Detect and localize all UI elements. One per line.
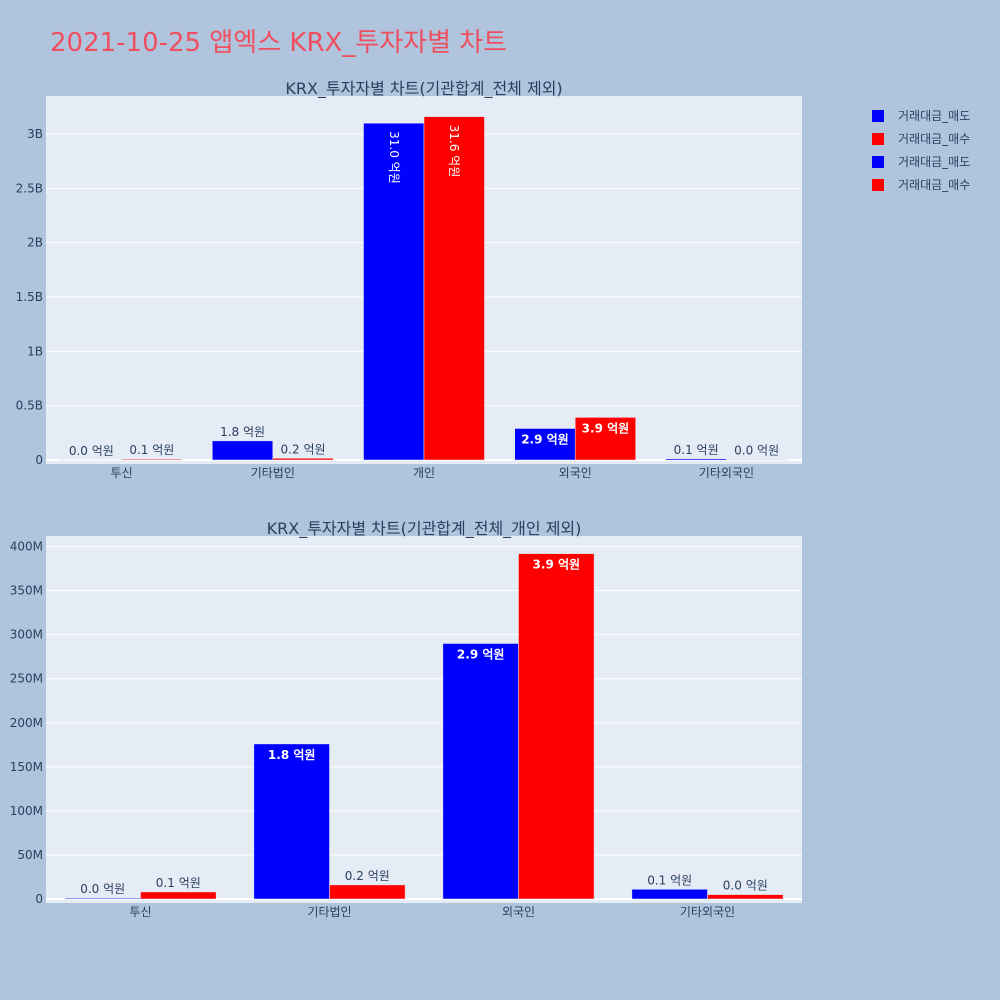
bar — [574, 417, 636, 461]
x-tick-label: 개인 — [413, 466, 435, 480]
x-tick-label: 기타법인 — [307, 905, 351, 919]
x-tick-label: 외국인 — [502, 905, 535, 919]
y-tick-label: 0.5B — [16, 399, 43, 413]
bar — [64, 897, 141, 900]
bar — [707, 894, 784, 900]
page-title: 2021-10-25 앱엑스 KRX_투자자별 차트 — [50, 28, 508, 58]
bar-value-label: 0.1 억원 — [647, 873, 692, 887]
y-tick-label: 400M — [10, 540, 43, 554]
legend-swatch — [872, 132, 884, 145]
bar-value-label: 0.1 억원 — [156, 876, 201, 890]
y-tick-label: 300M — [10, 628, 43, 642]
bar — [423, 116, 485, 461]
legend-label: 거래대금_매수 — [898, 178, 971, 192]
y-tick-label: 100M — [10, 804, 43, 818]
bar-value-label: 31.0 억원 — [387, 131, 401, 184]
bar-value-label: 31.6 억원 — [447, 125, 461, 178]
legend[interactable]: 거래대금_매도 거래대금_매수 거래대금_매도 거래대금_매수 — [872, 104, 970, 196]
bar-value-label: 0.1 억원 — [674, 443, 719, 457]
chart-title: KRX_투자자별 차트(기관합계_전체_개인 제외) — [267, 519, 582, 539]
bar-value-label: 0.2 억원 — [281, 442, 326, 456]
bar — [518, 553, 595, 900]
y-tick-label: 200M — [10, 716, 43, 730]
y-tick-label: 0 — [35, 453, 43, 467]
y-tick-label: 2B — [27, 236, 43, 250]
bar — [514, 428, 576, 461]
y-tick-label: 250M — [10, 672, 43, 686]
plot-area — [46, 536, 802, 903]
legend-label: 거래대금_매도 — [898, 109, 971, 123]
bar-value-label: 0.0 억원 — [69, 444, 114, 458]
bar — [253, 743, 330, 900]
chart-title: KRX_투자자별 차트(기관합계_전체 제외) — [285, 79, 562, 99]
legend-swatch — [872, 178, 884, 191]
bar-value-label: 0.1 억원 — [129, 443, 174, 457]
bar — [442, 643, 519, 900]
legend-item[interactable]: 거래대금_매수 — [872, 127, 970, 150]
bar — [665, 458, 727, 461]
bar-value-label: 1.8 억원 — [268, 748, 316, 762]
legend-swatch — [872, 155, 884, 168]
bar-value-label: 3.9 억원 — [533, 558, 581, 572]
bar — [272, 458, 334, 461]
bar-value-label: 2.9 억원 — [457, 647, 505, 661]
bar-value-label: 0.0 억원 — [80, 882, 125, 896]
bar-value-label: 0.0 억원 — [723, 879, 768, 893]
x-tick-label: 기타법인 — [251, 466, 295, 480]
x-tick-label: 투신 — [111, 466, 133, 480]
y-tick-label: 2.5B — [16, 181, 43, 195]
y-tick-label: 0 — [35, 892, 43, 906]
bar — [140, 891, 217, 900]
bar — [726, 459, 788, 461]
legend-item[interactable]: 거래대금_매도 — [872, 150, 970, 173]
chart-2: 0 50M 100M 150M 200M 250M 300M 350M 400M KRX_투자자별… — [10, 519, 802, 919]
bar — [121, 458, 183, 461]
legend-label: 거래대금_매수 — [898, 132, 971, 146]
bar — [363, 122, 425, 461]
bar — [631, 889, 708, 900]
x-tick-label: 투신 — [129, 905, 151, 919]
y-tick-label: 1.5B — [16, 290, 43, 304]
y-tick-label: 3B — [27, 127, 43, 141]
bar-value-label: 0.2 억원 — [345, 869, 390, 883]
chart-1: 0 0.5B 1B 1.5B 2B 2.5B 3B KRX_투자자별 차트(기관합계_전체 제… — [16, 79, 802, 480]
y-tick-label: 350M — [10, 584, 43, 598]
legend-item[interactable]: 거래대금_매도 — [872, 104, 970, 127]
bar-value-label: 3.9 억원 — [582, 421, 630, 435]
legend-swatch — [872, 109, 884, 122]
bar-value-label: 2.9 억원 — [521, 432, 569, 446]
y-tick-label: 150M — [10, 760, 43, 774]
x-tick-label: 외국인 — [559, 466, 592, 480]
x-tick-label: 기타외국인 — [699, 466, 754, 480]
bar — [329, 884, 406, 900]
bar-value-label: 1.8 억원 — [220, 425, 265, 439]
x-tick-label: 기타외국인 — [680, 905, 735, 919]
bar — [212, 440, 274, 461]
legend-item[interactable]: 거래대금_매수 — [872, 173, 970, 196]
y-tick-label: 1B — [27, 344, 43, 358]
bar-value-label: 0.0 억원 — [734, 443, 779, 457]
legend-label: 거래대금_매도 — [898, 155, 971, 169]
y-tick-label: 50M — [17, 848, 43, 862]
